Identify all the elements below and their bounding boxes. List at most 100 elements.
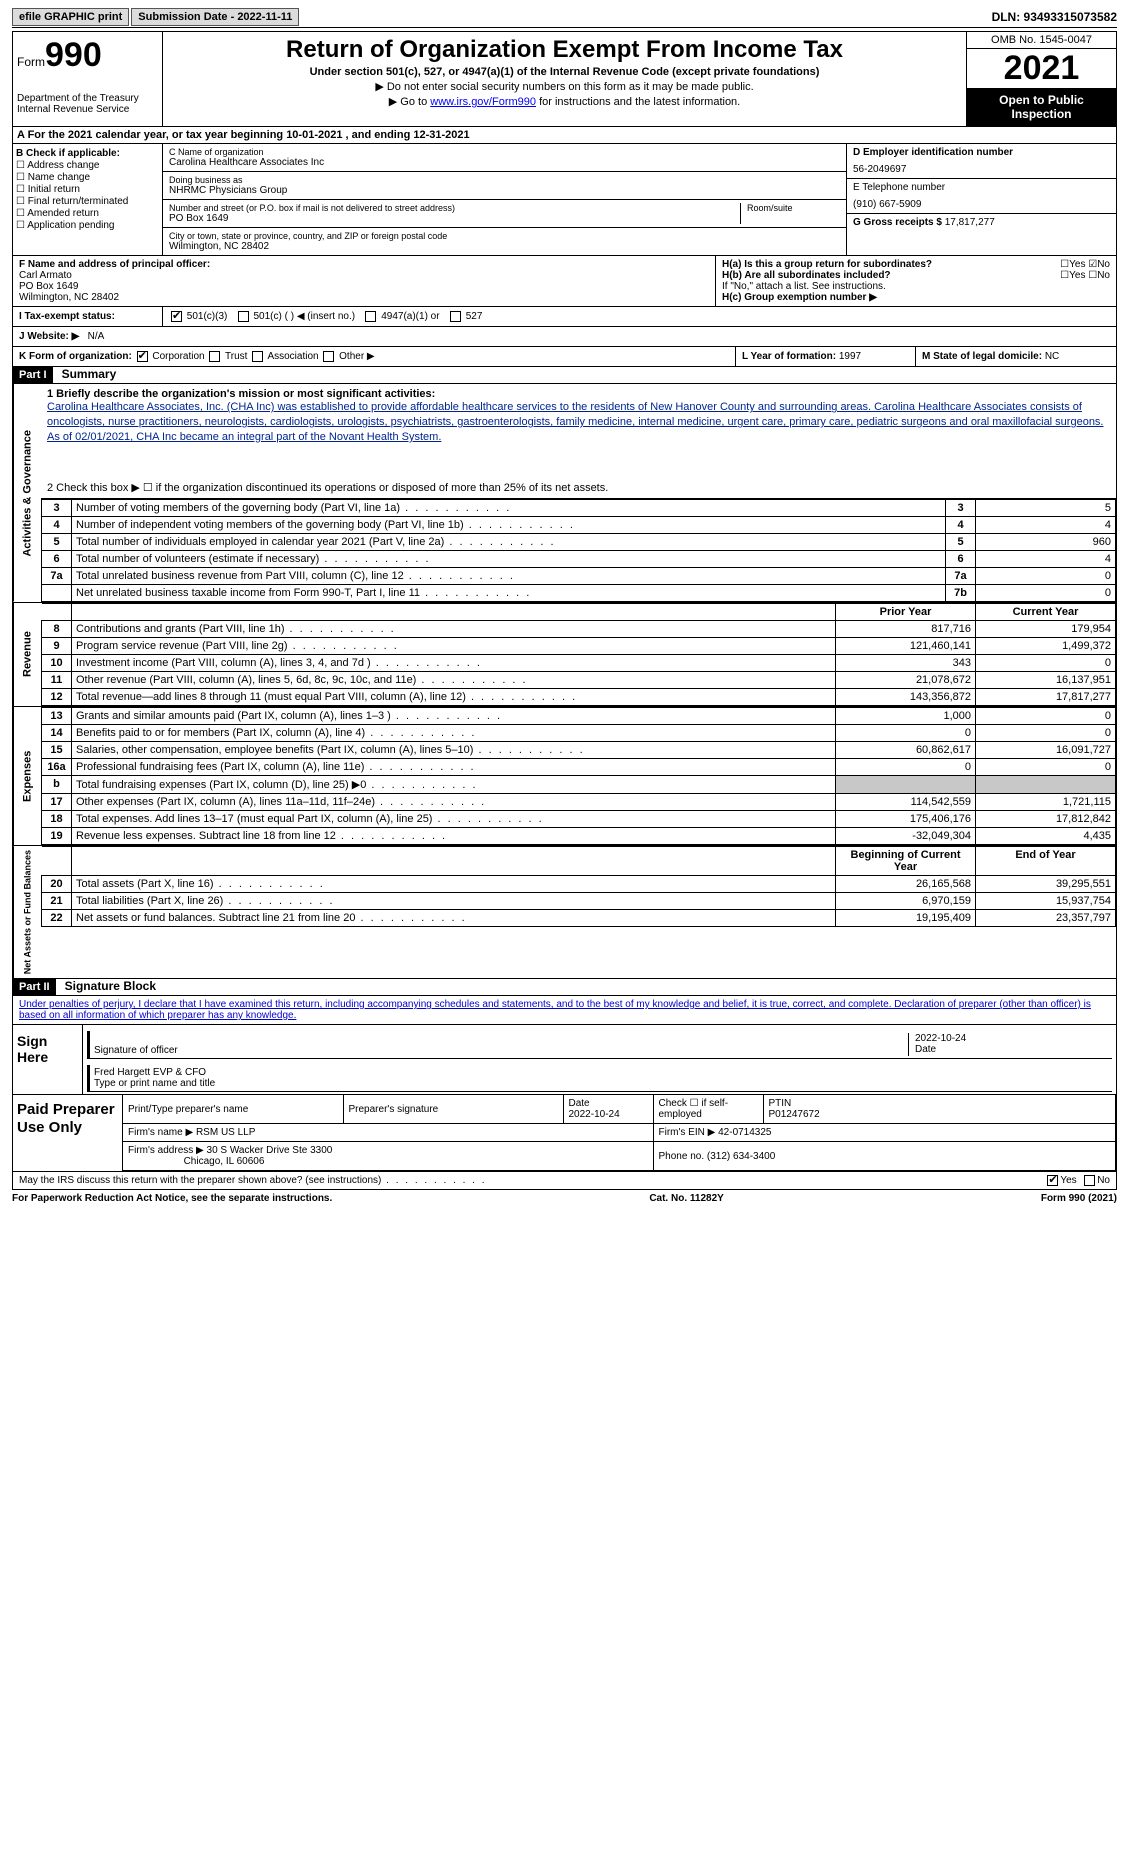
box-number: 7a: [946, 567, 976, 584]
current-value: 1,499,372: [976, 637, 1116, 654]
chk-4947[interactable]: [365, 311, 376, 322]
part1-header-row: Part I Summary: [12, 367, 1117, 384]
line-label: Total liabilities (Part X, line 26): [72, 892, 836, 909]
sig-officer-label: Signature of officer: [94, 1045, 908, 1056]
side-revenue: Revenue: [13, 603, 41, 706]
discuss-no: No: [1097, 1175, 1110, 1186]
form-header: Form990 Department of the Treasury Inter…: [12, 31, 1117, 127]
d-label: D Employer identification number: [853, 147, 1110, 158]
box-number: 5: [946, 533, 976, 550]
line-label: Number of independent voting members of …: [72, 516, 946, 533]
lineno: 4: [42, 516, 72, 533]
netassets-section: Net Assets or Fund Balances Beginning of…: [12, 846, 1117, 979]
current-value: 179,954: [976, 620, 1116, 637]
footer-mid: Cat. No. 11282Y: [649, 1193, 723, 1204]
b-opt-pending: ☐ Application pending: [16, 220, 159, 231]
chk-527[interactable]: [450, 311, 461, 322]
box-number: 6: [946, 550, 976, 567]
firm-name: RSM US LLP: [196, 1127, 255, 1138]
current-value: 17,817,277: [976, 688, 1116, 705]
lineno: 9: [42, 637, 72, 654]
lineno: 17: [42, 793, 72, 810]
chk-501c3[interactable]: [171, 311, 182, 322]
declaration-link[interactable]: Under penalties of perjury, I declare th…: [19, 999, 1091, 1021]
discuss-yes-chk[interactable]: [1047, 1175, 1058, 1186]
firm-ein: 42-0714325: [718, 1127, 771, 1138]
line-label: Contributions and grants (Part VIII, lin…: [72, 620, 836, 637]
sign-here-label: Sign Here: [13, 1025, 83, 1094]
street-address: PO Box 1649: [169, 213, 740, 224]
ptin-hdr: PTIN: [769, 1098, 792, 1109]
c-city-label: City or town, state or province, country…: [169, 231, 840, 241]
discuss-no-chk[interactable]: [1084, 1175, 1095, 1186]
prior-value: 0: [836, 758, 976, 775]
current-value: 15,937,754: [976, 892, 1116, 909]
row-fh: F Name and address of principal officer:…: [12, 256, 1117, 307]
irs-link[interactable]: www.irs.gov/Form990: [430, 96, 536, 108]
officer-name: Carl Armato: [19, 270, 709, 281]
current-value: 39,295,551: [976, 875, 1116, 892]
revenue-table: Prior Year Current Year8 Contributions a…: [41, 603, 1116, 706]
side-expenses: Expenses: [13, 707, 41, 845]
officer-typed-name: Fred Hargett EVP & CFO: [94, 1067, 1108, 1078]
sig-date-label: Date: [915, 1044, 1108, 1055]
lineno: 10: [42, 654, 72, 671]
prior-value: 114,542,559: [836, 793, 976, 810]
activities-governance-section: Activities & Governance 1 Briefly descri…: [12, 384, 1117, 603]
section-f: F Name and address of principal officer:…: [13, 256, 716, 306]
prior-value: 60,862,617: [836, 741, 976, 758]
governance-table: 3 Number of voting members of the govern…: [41, 499, 1116, 602]
chk-other[interactable]: [323, 351, 334, 362]
firm-addr2: Chicago, IL 60606: [184, 1156, 265, 1167]
part2-badge: Part II: [13, 979, 56, 995]
submission-date-button[interactable]: Submission Date - 2022-11-11: [131, 8, 299, 26]
expenses-table: 13 Grants and similar amounts paid (Part…: [41, 707, 1116, 845]
line-value: 5: [976, 499, 1116, 516]
c-addr-label: Number and street (or P.O. box if mail i…: [169, 203, 740, 213]
irs-label: Internal Revenue Service: [17, 104, 158, 115]
lineno: 5: [42, 533, 72, 550]
prep-date-val: 2022-10-24: [569, 1109, 620, 1120]
i-options: 501(c)(3) 501(c) ( ) ◀ (insert no.) 4947…: [163, 307, 1116, 326]
page-footer: For Paperwork Reduction Act Notice, see …: [12, 1190, 1117, 1207]
box-number: 3: [946, 499, 976, 516]
c-name-label: C Name of organization: [169, 147, 840, 157]
line-label: Total revenue—add lines 8 through 11 (mu…: [72, 688, 836, 705]
prior-value: 175,406,176: [836, 810, 976, 827]
lineno: 13: [42, 707, 72, 724]
section-c: C Name of organization Carolina Healthca…: [163, 144, 846, 255]
b-opt-name: ☐ Name change: [16, 172, 159, 183]
box-number: 7b: [946, 584, 976, 601]
efile-print-button[interactable]: efile GRAPHIC print: [12, 8, 129, 26]
officer-addr: PO Box 1649: [19, 281, 709, 292]
chk-assoc[interactable]: [252, 351, 263, 362]
prior-value: 121,460,141: [836, 637, 976, 654]
col-hdr-curr: End of Year: [976, 846, 1116, 875]
m-label: M State of legal domicile:: [922, 351, 1042, 362]
current-value: 23,357,797: [976, 909, 1116, 926]
b-label: B Check if applicable:: [16, 148, 159, 159]
expenses-section: Expenses 13 Grants and similar amounts p…: [12, 707, 1117, 846]
top-bar: efile GRAPHIC print Submission Date - 20…: [12, 8, 1117, 28]
e-label: E Telephone number: [853, 182, 1110, 193]
line-label: Benefits paid to or for members (Part IX…: [72, 724, 836, 741]
open-public-badge: Open to Public Inspection: [967, 88, 1116, 126]
line-value: 960: [976, 533, 1116, 550]
no-label: No: [1097, 259, 1110, 270]
chk-trust[interactable]: [209, 351, 220, 362]
chk-501c[interactable]: [238, 311, 249, 322]
lineno: 15: [42, 741, 72, 758]
l-label: L Year of formation:: [742, 351, 836, 362]
g-label: G Gross receipts $: [853, 217, 942, 228]
lineno: 11: [42, 671, 72, 688]
line1-label: 1 Briefly describe the organization's mi…: [47, 388, 1110, 400]
i-label: I Tax-exempt status:: [13, 307, 163, 326]
chk-corp[interactable]: [137, 351, 148, 362]
line-label: Net unrelated business taxable income fr…: [72, 584, 946, 601]
form-subtitle: Under section 501(c), 527, or 4947(a)(1)…: [167, 66, 962, 78]
current-value: [976, 775, 1116, 793]
current-value: 17,812,842: [976, 810, 1116, 827]
line-value: 4: [976, 516, 1116, 533]
room-label: Room/suite: [747, 203, 840, 213]
row-j: J Website: ▶ N/A: [12, 327, 1117, 347]
